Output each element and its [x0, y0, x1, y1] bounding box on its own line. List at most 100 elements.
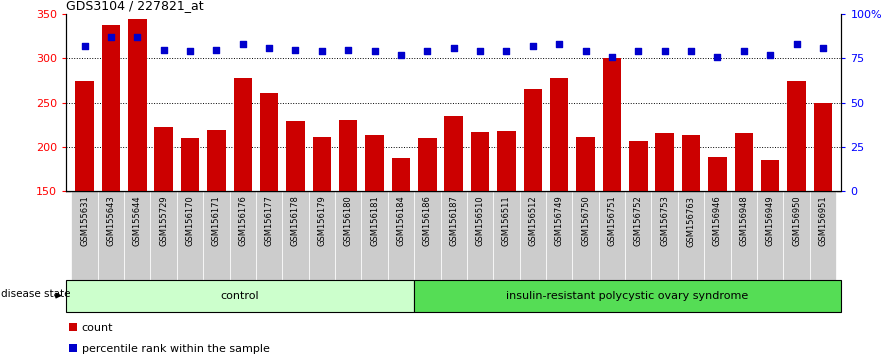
- Bar: [655, 133, 674, 324]
- Text: GSM156187: GSM156187: [449, 196, 458, 246]
- Bar: [810, 191, 836, 280]
- Bar: [550, 78, 568, 324]
- Bar: [286, 121, 305, 324]
- Bar: [708, 156, 727, 324]
- Point: [157, 47, 171, 52]
- Bar: [154, 127, 173, 324]
- Bar: [181, 138, 199, 324]
- Bar: [75, 80, 93, 324]
- Text: GSM156510: GSM156510: [476, 196, 485, 246]
- Text: GSM155729: GSM155729: [159, 196, 168, 246]
- Bar: [414, 191, 440, 280]
- Point: [130, 34, 144, 40]
- Point: [605, 54, 619, 59]
- Point: [473, 48, 487, 54]
- Bar: [128, 19, 146, 324]
- Point: [816, 45, 830, 51]
- Bar: [629, 141, 648, 324]
- Bar: [282, 191, 308, 280]
- Bar: [814, 103, 833, 324]
- Point: [420, 48, 434, 54]
- Bar: [470, 132, 489, 324]
- Point: [288, 47, 302, 52]
- Bar: [66, 280, 413, 312]
- Point: [526, 43, 540, 49]
- Text: GSM156511: GSM156511: [502, 196, 511, 246]
- Text: insulin-resistant polycystic ovary syndrome: insulin-resistant polycystic ovary syndr…: [507, 291, 749, 301]
- Text: GSM156749: GSM156749: [555, 196, 564, 246]
- Bar: [230, 191, 256, 280]
- Point: [210, 47, 224, 52]
- Text: GDS3104 / 227821_at: GDS3104 / 227821_at: [66, 0, 204, 12]
- Text: GSM155643: GSM155643: [107, 196, 115, 246]
- Bar: [71, 191, 98, 280]
- Bar: [260, 93, 278, 324]
- Text: percentile rank within the sample: percentile rank within the sample: [82, 344, 270, 354]
- Point: [579, 48, 593, 54]
- Text: GSM155644: GSM155644: [133, 196, 142, 246]
- Bar: [388, 191, 414, 280]
- Bar: [493, 191, 520, 280]
- Bar: [677, 191, 704, 280]
- Point: [447, 45, 461, 51]
- Text: GSM156170: GSM156170: [186, 196, 195, 246]
- Bar: [626, 191, 651, 280]
- Point: [632, 48, 646, 54]
- Text: GSM156171: GSM156171: [212, 196, 221, 246]
- Text: GSM156753: GSM156753: [660, 196, 670, 246]
- Bar: [124, 191, 151, 280]
- Text: GSM155631: GSM155631: [80, 196, 89, 246]
- Bar: [599, 191, 626, 280]
- Bar: [70, 344, 77, 352]
- Bar: [651, 191, 677, 280]
- Bar: [70, 323, 77, 331]
- Bar: [573, 191, 599, 280]
- Text: GSM156184: GSM156184: [396, 196, 405, 246]
- Bar: [497, 131, 515, 324]
- Text: GSM156179: GSM156179: [317, 196, 326, 246]
- Text: GSM156752: GSM156752: [633, 196, 643, 246]
- Bar: [467, 191, 493, 280]
- Bar: [177, 191, 204, 280]
- Point: [315, 48, 329, 54]
- Point: [394, 52, 408, 58]
- Point: [684, 48, 698, 54]
- Point: [552, 41, 566, 47]
- Bar: [735, 133, 753, 324]
- Bar: [757, 191, 783, 280]
- Text: GSM156178: GSM156178: [291, 196, 300, 246]
- Bar: [440, 191, 467, 280]
- Point: [763, 52, 777, 58]
- Bar: [366, 135, 384, 324]
- Bar: [546, 191, 573, 280]
- Text: GSM156763: GSM156763: [686, 196, 695, 247]
- Text: GSM156949: GSM156949: [766, 196, 774, 246]
- Text: GSM156181: GSM156181: [370, 196, 379, 246]
- Bar: [418, 138, 437, 324]
- Point: [341, 47, 355, 52]
- Text: GSM156180: GSM156180: [344, 196, 352, 246]
- Text: GSM156177: GSM156177: [264, 196, 274, 246]
- Point: [104, 34, 118, 40]
- Bar: [308, 191, 335, 280]
- Text: disease state: disease state: [2, 289, 70, 299]
- Point: [500, 48, 514, 54]
- Point: [236, 41, 250, 47]
- Text: count: count: [82, 322, 113, 333]
- Bar: [339, 120, 358, 324]
- Bar: [576, 137, 595, 324]
- Bar: [730, 191, 757, 280]
- Text: GSM156751: GSM156751: [607, 196, 617, 246]
- Bar: [207, 130, 226, 324]
- Bar: [682, 135, 700, 324]
- Text: GSM156750: GSM156750: [581, 196, 590, 246]
- Bar: [256, 191, 282, 280]
- Bar: [313, 137, 331, 324]
- Bar: [413, 280, 841, 312]
- Text: GSM156946: GSM156946: [713, 196, 722, 246]
- Bar: [204, 191, 230, 280]
- Bar: [233, 78, 252, 324]
- Bar: [761, 160, 780, 324]
- Bar: [361, 191, 388, 280]
- Text: GSM156186: GSM156186: [423, 196, 432, 246]
